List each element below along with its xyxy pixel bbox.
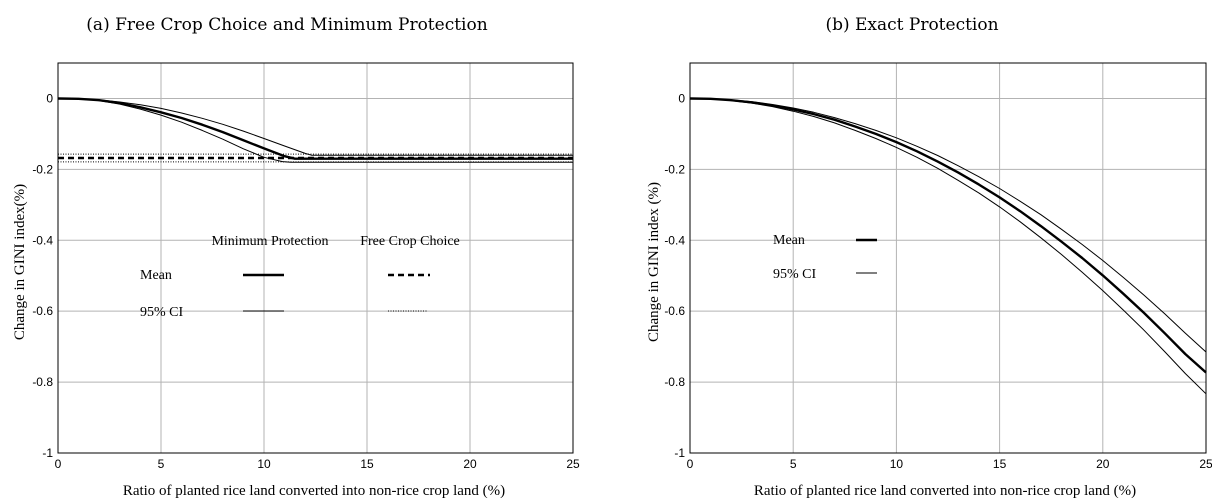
panel-a-x-tick-label: 10 bbox=[257, 457, 271, 471]
panel-b-y-tick-label: -1 bbox=[674, 446, 685, 460]
panel-b-x-tick-label: 10 bbox=[890, 457, 904, 471]
panel-b-series-line bbox=[689, 97, 1207, 374]
panel-a-title: (a) Free Crop Choice and Minimum Protect… bbox=[86, 15, 487, 35]
panel-a-frame bbox=[57, 62, 574, 454]
panel-b-x-tick-label: 25 bbox=[1199, 457, 1212, 471]
legend-row-mean: Mean bbox=[773, 233, 805, 248]
panel-a-x-tick-label: 25 bbox=[566, 457, 580, 471]
legend-col-free-crop-choice: Free Crop Choice bbox=[360, 234, 460, 249]
panel-a-y-axis-label: Change in GINI index(%) bbox=[12, 184, 28, 340]
panel-b-x-tick-label: 15 bbox=[993, 457, 1007, 471]
panel-b-legend: Mean 95% CI bbox=[773, 233, 877, 282]
panel-b-y-tick-label: 0 bbox=[678, 91, 685, 105]
panel-a-series-line bbox=[57, 98, 573, 156]
panel-a-x-tick-label: 20 bbox=[463, 457, 477, 471]
panel-a-x-axis-label: Ratio of planted rice land converted int… bbox=[123, 483, 505, 499]
panel-b-title: (b) Exact Protection bbox=[825, 15, 998, 35]
panel-a-y-tick-label: -0.4 bbox=[32, 233, 53, 247]
panel-b-x-tick-label: 5 bbox=[790, 457, 797, 471]
panel-a-tick-labels: 0 5 10 15 20 25 0 -0.2 -0.4 -0.6 -0.8 -1 bbox=[32, 91, 580, 471]
panel-a-x-tick-label: 15 bbox=[360, 457, 374, 471]
panel-a-chart: (a) Free Crop Choice and Minimum Protect… bbox=[12, 15, 580, 499]
panel-b-x-tick-label: 0 bbox=[687, 457, 694, 471]
panel-a-series bbox=[57, 97, 573, 163]
legend-col-minimum-protection: Minimum Protection bbox=[211, 234, 328, 249]
panel-a-series-line bbox=[57, 98, 573, 163]
panel-a-x-tick-label: 5 bbox=[158, 457, 165, 471]
panel-a-legend: Minimum Protection Free Crop Choice Mean… bbox=[140, 234, 460, 320]
panel-a-y-tick-label: -1 bbox=[42, 446, 53, 460]
panel-a-y-tick-label: -0.6 bbox=[32, 304, 53, 318]
panel-a-y-tick-label: 0 bbox=[46, 91, 53, 105]
panel-b-y-tick-label: -0.8 bbox=[664, 375, 685, 389]
panel-b-y-tick-label: -0.2 bbox=[664, 162, 685, 176]
panel-b-series-line bbox=[689, 98, 1207, 395]
panel-b-y-tick-label: -0.6 bbox=[664, 304, 685, 318]
panel-b-grid bbox=[689, 63, 1207, 454]
panel-b-y-tick-label: -0.4 bbox=[664, 233, 685, 247]
legend-row-95ci: 95% CI bbox=[140, 305, 184, 320]
panel-b-y-axis-label: Change in GINI index (%) bbox=[646, 182, 662, 342]
panel-b-series-line bbox=[689, 98, 1207, 353]
panel-b-series bbox=[689, 97, 1207, 395]
legend-row-mean: Mean bbox=[140, 268, 172, 283]
legend-row-95ci: 95% CI bbox=[773, 267, 817, 282]
panel-a-y-tick-label: -0.2 bbox=[32, 162, 53, 176]
panel-b-frame bbox=[689, 62, 1207, 454]
panel-a-y-tick-label: -0.8 bbox=[32, 375, 53, 389]
panel-b-x-axis-label: Ratio of planted rice land converted int… bbox=[754, 483, 1136, 499]
panel-b-tick-labels: 0 5 10 15 20 25 0 -0.2 -0.4 -0.6 -0.8 -1 bbox=[664, 91, 1212, 471]
panel-a-grid bbox=[57, 63, 574, 454]
panel-b-chart: (b) Exact Protection Ratio of planted ri… bbox=[646, 15, 1212, 499]
panel-a-x-tick-label: 0 bbox=[55, 457, 62, 471]
panel-b-x-tick-label: 20 bbox=[1096, 457, 1110, 471]
